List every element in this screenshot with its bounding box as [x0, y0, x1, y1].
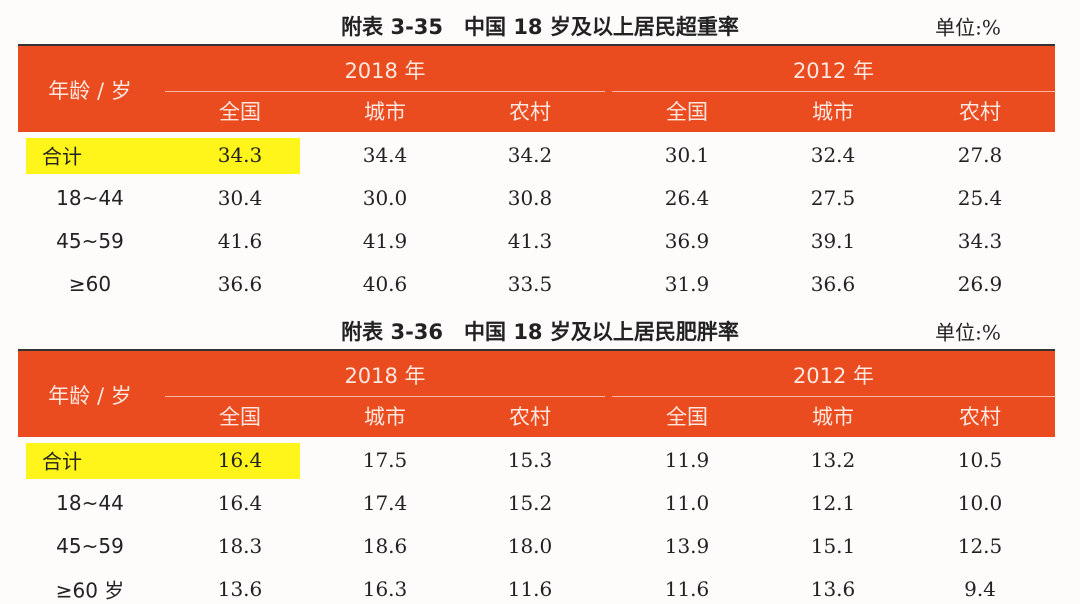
table-cell: 26.4	[664, 186, 710, 210]
table-cell: 34.4	[362, 143, 408, 167]
unit-label: 单位:%	[935, 320, 1001, 345]
table-cell: 41.6	[217, 229, 263, 253]
table-cell: 11.6	[507, 577, 553, 601]
group-header: 2018 年	[344, 364, 426, 388]
table-cell: 31.9	[664, 272, 710, 296]
header-band	[18, 44, 1055, 132]
highlight	[26, 443, 300, 479]
table-cell: 27.8	[957, 143, 1003, 167]
table-cell: 30.1	[664, 143, 710, 167]
column-header: 农村	[509, 100, 551, 124]
column-header: 城市	[812, 100, 854, 124]
table-cell: 15.2	[507, 491, 553, 515]
table-cell: 17.4	[362, 491, 408, 515]
row-label: 45~59	[56, 534, 124, 558]
column-header: 全国	[666, 100, 708, 124]
table-cell: 16.4	[217, 448, 263, 472]
column-header: 城市	[812, 405, 854, 429]
table-cell: 26.9	[957, 272, 1003, 296]
unit-label: 单位:%	[935, 15, 1001, 40]
table-cell: 11.6	[664, 577, 710, 601]
highlight	[26, 138, 300, 174]
table-cell: 13.9	[664, 534, 710, 558]
column-header: 城市	[364, 405, 406, 429]
column-header: 全国	[219, 100, 261, 124]
table-cell: 12.1	[810, 491, 856, 515]
table-title: 附表 3-36 中国 18 岁及以上居民肥胖率	[341, 320, 739, 344]
table-cell: 39.1	[810, 229, 856, 253]
table-cell: 36.9	[664, 229, 710, 253]
row-label: ≥60 岁	[55, 578, 125, 603]
row-label: ≥60	[68, 272, 112, 296]
table-cell: 34.2	[507, 143, 553, 167]
column-header: 农村	[959, 100, 1001, 124]
group-rule	[165, 91, 605, 92]
table-cell: 16.4	[217, 491, 263, 515]
table-cell: 13.6	[810, 577, 856, 601]
table-cell: 18.0	[507, 534, 553, 558]
table-cell: 34.3	[957, 229, 1003, 253]
table-cell: 17.5	[362, 448, 408, 472]
table-cell: 27.5	[810, 186, 856, 210]
row-label: 18~44	[56, 491, 124, 515]
column-header: 农村	[509, 405, 551, 429]
column-header: 全国	[219, 405, 261, 429]
table-cell: 40.6	[362, 272, 408, 296]
column-header: 城市	[364, 100, 406, 124]
group-rule	[612, 396, 1055, 397]
column-header: 全国	[666, 405, 708, 429]
table-cell: 11.9	[664, 448, 710, 472]
table-cell: 36.6	[810, 272, 856, 296]
row-label: 18~44	[56, 186, 124, 210]
table-cell: 30.0	[362, 186, 408, 210]
header-band	[18, 349, 1055, 437]
table-cell: 10.0	[957, 491, 1003, 515]
table-cell: 18.3	[217, 534, 263, 558]
table-cell: 11.0	[664, 491, 710, 515]
table-cell: 18.6	[362, 534, 408, 558]
table-cell: 32.4	[810, 143, 856, 167]
table-cell: 9.4	[964, 577, 996, 601]
group-header: 2018 年	[344, 59, 426, 83]
table-title: 附表 3-35 中国 18 岁及以上居民超重率	[341, 15, 739, 39]
table-cell: 30.8	[507, 186, 553, 210]
table-cell: 16.3	[362, 577, 408, 601]
table-cell: 36.6	[217, 272, 263, 296]
group-rule	[612, 91, 1055, 92]
table-cell: 30.4	[217, 186, 263, 210]
table-cell: 41.9	[362, 229, 408, 253]
group-rule	[165, 396, 605, 397]
group-header: 2012 年	[792, 59, 875, 83]
table-cell: 34.3	[217, 143, 263, 167]
table-cell: 25.4	[957, 186, 1003, 210]
table-cell: 41.3	[507, 229, 553, 253]
column-header: 农村	[959, 405, 1001, 429]
table-cell: 12.5	[957, 534, 1003, 558]
table-cell: 13.2	[810, 448, 856, 472]
row-header: 年龄 / 岁	[48, 79, 132, 103]
row-header: 年龄 / 岁	[48, 384, 132, 408]
row-label: 45~59	[56, 229, 124, 253]
table-cell: 15.3	[507, 448, 553, 472]
row-label: 合计	[42, 144, 82, 169]
row-label: 合计	[42, 449, 82, 474]
table-cell: 10.5	[957, 448, 1003, 472]
group-header: 2012 年	[792, 364, 875, 388]
table-cell: 15.1	[810, 534, 856, 558]
table-cell: 33.5	[507, 272, 553, 296]
table-cell: 13.6	[217, 577, 263, 601]
